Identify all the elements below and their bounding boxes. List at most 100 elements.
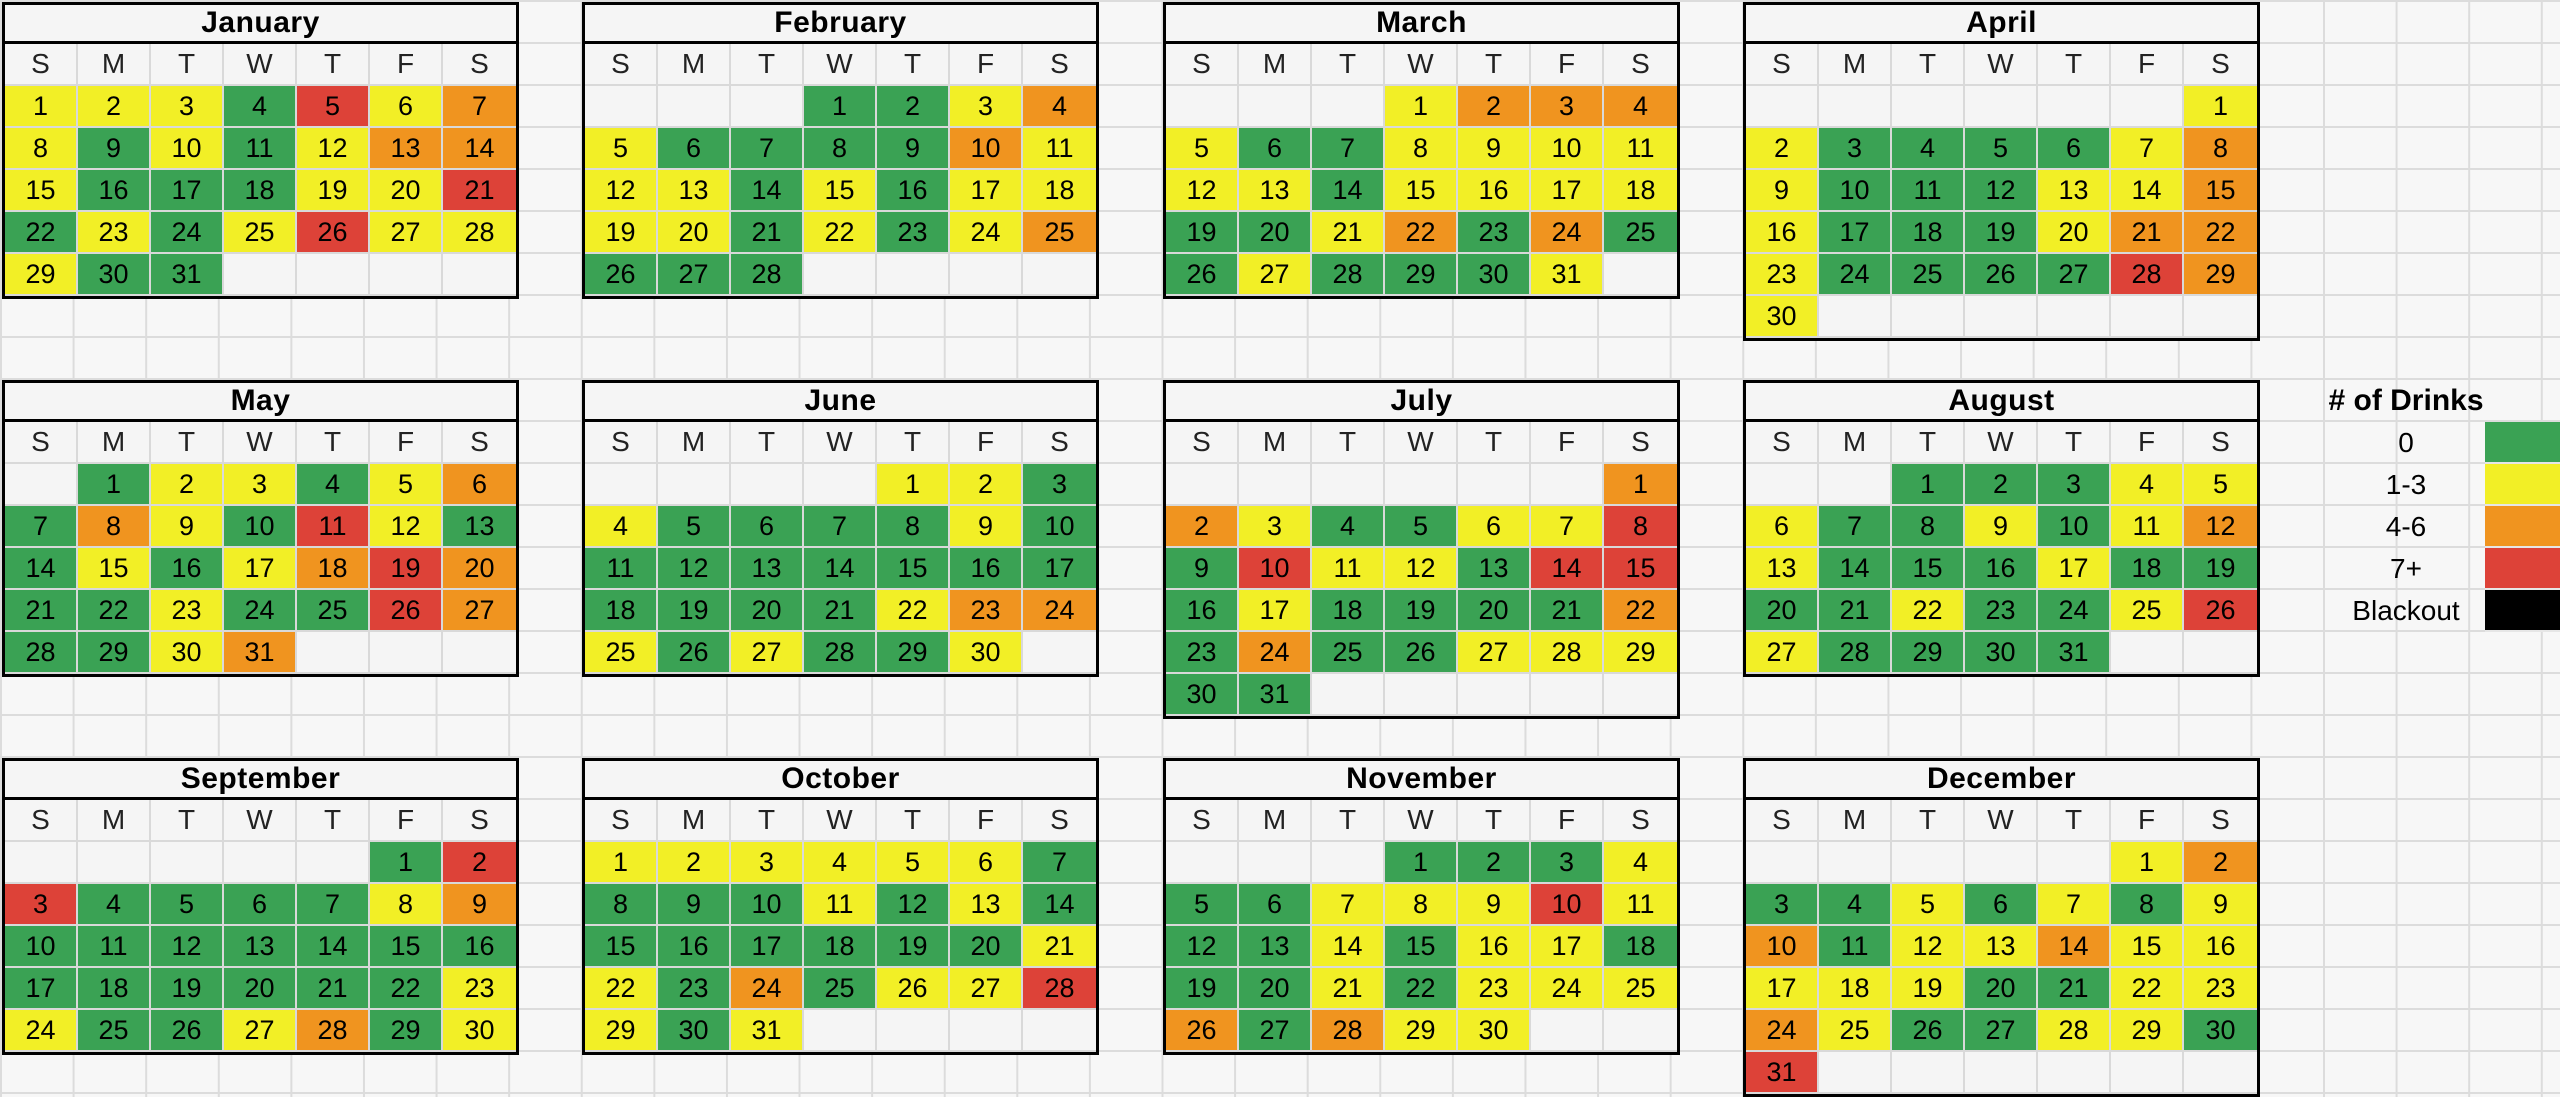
day-cell-november-19[interactable]: 19 bbox=[1166, 968, 1239, 1010]
empty-cell[interactable] bbox=[1239, 86, 1312, 128]
empty-cell[interactable] bbox=[1385, 464, 1458, 506]
weekday-header[interactable]: T bbox=[1892, 44, 1965, 86]
day-cell-september-26[interactable]: 26 bbox=[151, 1010, 224, 1052]
day-cell-december-8[interactable]: 8 bbox=[2111, 884, 2184, 926]
weekday-header[interactable]: S bbox=[1166, 44, 1239, 86]
weekday-header[interactable]: M bbox=[658, 800, 731, 842]
day-cell-may-18[interactable]: 18 bbox=[297, 548, 370, 590]
day-cell-march-3[interactable]: 3 bbox=[1531, 86, 1604, 128]
day-cell-october-28[interactable]: 28 bbox=[1023, 968, 1096, 1010]
day-cell-april-27[interactable]: 27 bbox=[2038, 254, 2111, 296]
empty-cell[interactable] bbox=[1458, 464, 1531, 506]
day-cell-june-13[interactable]: 13 bbox=[731, 548, 804, 590]
weekday-header[interactable]: S bbox=[585, 800, 658, 842]
day-cell-december-16[interactable]: 16 bbox=[2184, 926, 2257, 968]
day-cell-october-9[interactable]: 9 bbox=[658, 884, 731, 926]
day-cell-february-23[interactable]: 23 bbox=[877, 212, 950, 254]
day-cell-november-13[interactable]: 13 bbox=[1239, 926, 1312, 968]
weekday-header[interactable]: T bbox=[877, 800, 950, 842]
weekday-header[interactable]: T bbox=[1458, 422, 1531, 464]
day-cell-december-17[interactable]: 17 bbox=[1746, 968, 1819, 1010]
day-cell-june-3[interactable]: 3 bbox=[1023, 464, 1096, 506]
day-cell-december-23[interactable]: 23 bbox=[2184, 968, 2257, 1010]
day-cell-november-14[interactable]: 14 bbox=[1312, 926, 1385, 968]
day-cell-march-5[interactable]: 5 bbox=[1166, 128, 1239, 170]
day-cell-july-27[interactable]: 27 bbox=[1458, 632, 1531, 674]
empty-cell[interactable] bbox=[585, 464, 658, 506]
day-cell-march-14[interactable]: 14 bbox=[1312, 170, 1385, 212]
day-cell-august-26[interactable]: 26 bbox=[2184, 590, 2257, 632]
day-cell-october-31[interactable]: 31 bbox=[731, 1010, 804, 1052]
day-cell-may-7[interactable]: 7 bbox=[5, 506, 78, 548]
day-cell-may-8[interactable]: 8 bbox=[78, 506, 151, 548]
day-cell-february-22[interactable]: 22 bbox=[804, 212, 877, 254]
empty-cell[interactable] bbox=[1892, 296, 1965, 338]
day-cell-may-27[interactable]: 27 bbox=[443, 590, 516, 632]
weekday-header[interactable]: M bbox=[1819, 422, 1892, 464]
day-cell-march-13[interactable]: 13 bbox=[1239, 170, 1312, 212]
weekday-header[interactable]: S bbox=[1746, 800, 1819, 842]
day-cell-september-8[interactable]: 8 bbox=[370, 884, 443, 926]
day-cell-december-15[interactable]: 15 bbox=[2111, 926, 2184, 968]
day-cell-october-13[interactable]: 13 bbox=[950, 884, 1023, 926]
weekday-header[interactable]: W bbox=[804, 44, 877, 86]
month-title-july[interactable]: July bbox=[1163, 380, 1680, 422]
day-cell-july-18[interactable]: 18 bbox=[1312, 590, 1385, 632]
empty-cell[interactable] bbox=[1746, 464, 1819, 506]
day-cell-august-7[interactable]: 7 bbox=[1819, 506, 1892, 548]
day-cell-june-7[interactable]: 7 bbox=[804, 506, 877, 548]
weekday-header[interactable]: S bbox=[1023, 800, 1096, 842]
weekday-header[interactable]: T bbox=[297, 800, 370, 842]
day-cell-april-28[interactable]: 28 bbox=[2111, 254, 2184, 296]
weekday-header[interactable]: S bbox=[1604, 44, 1677, 86]
weekday-header[interactable]: M bbox=[658, 422, 731, 464]
day-cell-june-21[interactable]: 21 bbox=[804, 590, 877, 632]
legend-label[interactable]: 1-3 bbox=[2385, 469, 2427, 500]
weekday-header[interactable]: T bbox=[151, 422, 224, 464]
day-cell-may-9[interactable]: 9 bbox=[151, 506, 224, 548]
day-cell-april-10[interactable]: 10 bbox=[1819, 170, 1892, 212]
weekday-header[interactable]: S bbox=[2184, 422, 2257, 464]
day-cell-august-16[interactable]: 16 bbox=[1965, 548, 2038, 590]
day-cell-october-11[interactable]: 11 bbox=[804, 884, 877, 926]
day-cell-april-19[interactable]: 19 bbox=[1965, 212, 2038, 254]
day-cell-september-27[interactable]: 27 bbox=[224, 1010, 297, 1052]
day-cell-november-9[interactable]: 9 bbox=[1458, 884, 1531, 926]
day-cell-february-1[interactable]: 1 bbox=[804, 86, 877, 128]
empty-cell[interactable] bbox=[1892, 1052, 1965, 1094]
empty-cell[interactable] bbox=[1965, 86, 2038, 128]
day-cell-february-4[interactable]: 4 bbox=[1023, 86, 1096, 128]
day-cell-september-25[interactable]: 25 bbox=[78, 1010, 151, 1052]
day-cell-january-4[interactable]: 4 bbox=[224, 86, 297, 128]
day-cell-november-23[interactable]: 23 bbox=[1458, 968, 1531, 1010]
day-cell-august-9[interactable]: 9 bbox=[1965, 506, 2038, 548]
day-cell-january-2[interactable]: 2 bbox=[78, 86, 151, 128]
day-cell-november-20[interactable]: 20 bbox=[1239, 968, 1312, 1010]
day-cell-january-13[interactable]: 13 bbox=[370, 128, 443, 170]
day-cell-august-15[interactable]: 15 bbox=[1892, 548, 1965, 590]
weekday-header[interactable]: F bbox=[950, 44, 1023, 86]
day-cell-april-24[interactable]: 24 bbox=[1819, 254, 1892, 296]
month-title-may[interactable]: May bbox=[2, 380, 519, 422]
day-cell-december-4[interactable]: 4 bbox=[1819, 884, 1892, 926]
weekday-header[interactable]: W bbox=[1965, 44, 2038, 86]
weekday-header[interactable]: T bbox=[731, 800, 804, 842]
weekday-header[interactable]: F bbox=[370, 800, 443, 842]
day-cell-october-18[interactable]: 18 bbox=[804, 926, 877, 968]
weekday-header[interactable]: M bbox=[658, 44, 731, 86]
day-cell-september-30[interactable]: 30 bbox=[443, 1010, 516, 1052]
weekday-header[interactable]: S bbox=[1023, 44, 1096, 86]
day-cell-may-19[interactable]: 19 bbox=[370, 548, 443, 590]
empty-cell[interactable] bbox=[1965, 842, 2038, 884]
day-cell-november-12[interactable]: 12 bbox=[1166, 926, 1239, 968]
legend-swatch[interactable] bbox=[2485, 506, 2560, 548]
day-cell-february-28[interactable]: 28 bbox=[731, 254, 804, 296]
day-cell-december-14[interactable]: 14 bbox=[2038, 926, 2111, 968]
day-cell-december-9[interactable]: 9 bbox=[2184, 884, 2257, 926]
weekday-header[interactable]: S bbox=[1166, 800, 1239, 842]
day-cell-july-7[interactable]: 7 bbox=[1531, 506, 1604, 548]
day-cell-march-16[interactable]: 16 bbox=[1458, 170, 1531, 212]
day-cell-january-27[interactable]: 27 bbox=[370, 212, 443, 254]
day-cell-august-3[interactable]: 3 bbox=[2038, 464, 2111, 506]
day-cell-march-23[interactable]: 23 bbox=[1458, 212, 1531, 254]
